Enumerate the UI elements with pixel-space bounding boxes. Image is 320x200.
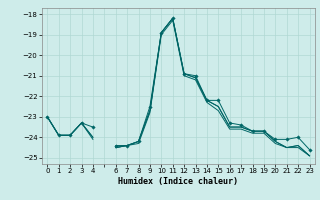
X-axis label: Humidex (Indice chaleur): Humidex (Indice chaleur) [118, 177, 238, 186]
